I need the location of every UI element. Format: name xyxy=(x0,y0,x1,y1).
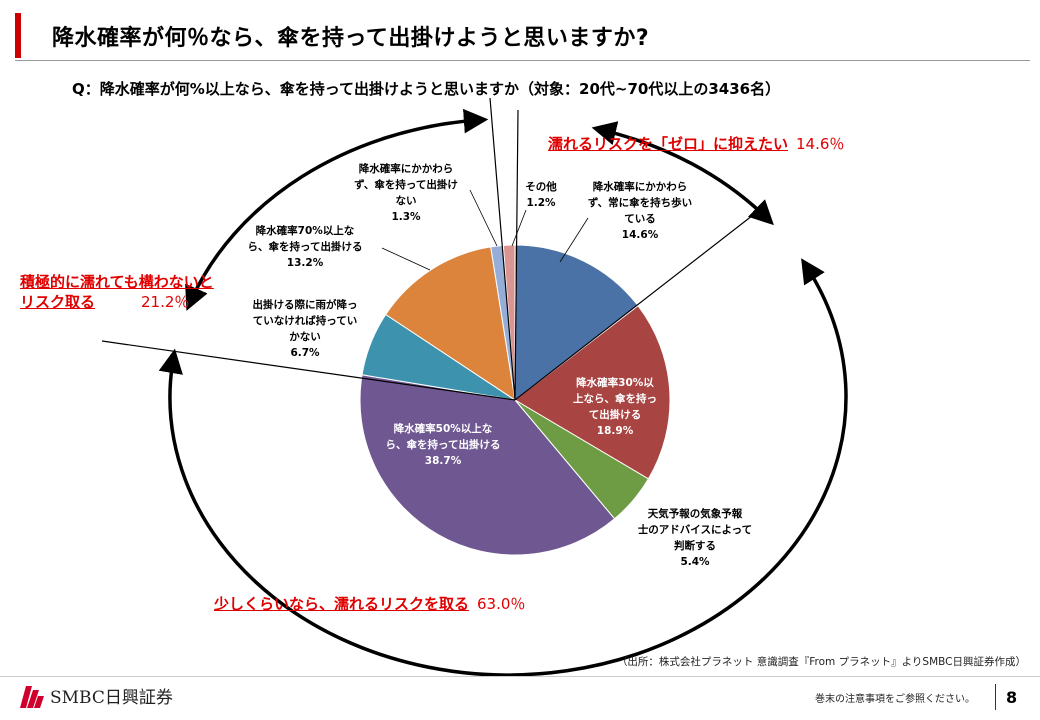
leader-line xyxy=(381,247,431,271)
footer-divider xyxy=(0,676,1040,677)
slice-label: 降水確率30%以上なら、傘を持って出掛ける 18.9% xyxy=(573,376,657,437)
page-number: 8 xyxy=(1006,688,1018,707)
group-label-percent: 14.6％ xyxy=(796,135,845,153)
group-label-active-risk: 積極的に濡れても構わないと リスク取る 21.2％ xyxy=(20,272,214,312)
group-label-zero-risk: 濡れるリスクを「ゼロ」に抑えたい 14.6％ xyxy=(548,134,844,154)
group-label-little-risk: 少しくらいなら、濡れるリスクを取る 63.0％ xyxy=(214,594,525,614)
company-logo: SMBC日興証券 xyxy=(18,683,173,708)
group-label-text-line2: リスク取る xyxy=(20,293,96,311)
title-divider xyxy=(15,60,1030,61)
group-label-text: 濡れるリスクを「ゼロ」に抑えたい xyxy=(548,135,789,153)
group-arc-arrow xyxy=(158,258,848,677)
slice-label: 出掛ける際に雨が降っていなければ持っていかない 6.7% xyxy=(253,298,358,359)
logo-mark-icon xyxy=(20,685,44,708)
slice-label: 天気予報の気象予報士のアドバイスによって判断する 5.4% xyxy=(638,507,752,568)
slice-label: 降水確率70%以上なら、傘を持って出掛ける 13.2% xyxy=(248,224,363,269)
slice-label: その他 1.2% xyxy=(525,180,557,209)
slice-label: 降水確率にかかわらず、傘を持って出掛けない 1.3% xyxy=(354,162,458,223)
group-label-percent: 21.2％ xyxy=(141,293,190,311)
page-number-divider xyxy=(995,684,996,710)
slice-label: 降水確率にかかわらず、常に傘を持ち歩いている 14.6% xyxy=(588,180,692,241)
leader-line xyxy=(469,189,498,247)
disclaimer-notice: 巻末の注意事項をご参照ください。 xyxy=(815,694,975,705)
title-accent-bar xyxy=(15,13,21,58)
survey-question: Q：降水確率が何%以上なら、傘を持って出掛けようと思いますか（対象：20代~70… xyxy=(72,80,781,98)
group-arc-arrow xyxy=(185,108,489,311)
source-note: （出所：株式会社プラネット 意識調査『From プラネット』よりSMBC日興証券… xyxy=(616,656,1026,668)
group-label-percent: 63.0％ xyxy=(477,595,526,613)
leader-line xyxy=(511,209,527,247)
group-arc-arrow xyxy=(591,121,774,226)
group-arcs xyxy=(158,108,848,677)
leader-line xyxy=(559,217,589,263)
group-label-text: 少しくらいなら、濡れるリスクを取る xyxy=(214,595,470,613)
page-title: 降水確率が何％なら、傘を持って出掛けようと思いますか? xyxy=(52,26,650,51)
company-name: SMBC日興証券 xyxy=(50,688,173,708)
slice-label: 降水確率50%以上なら、傘を持って出掛ける 38.7% xyxy=(386,422,501,467)
pie-slice xyxy=(359,374,616,556)
group-label-text-line1: 積極的に濡れても構わないと xyxy=(20,273,214,291)
